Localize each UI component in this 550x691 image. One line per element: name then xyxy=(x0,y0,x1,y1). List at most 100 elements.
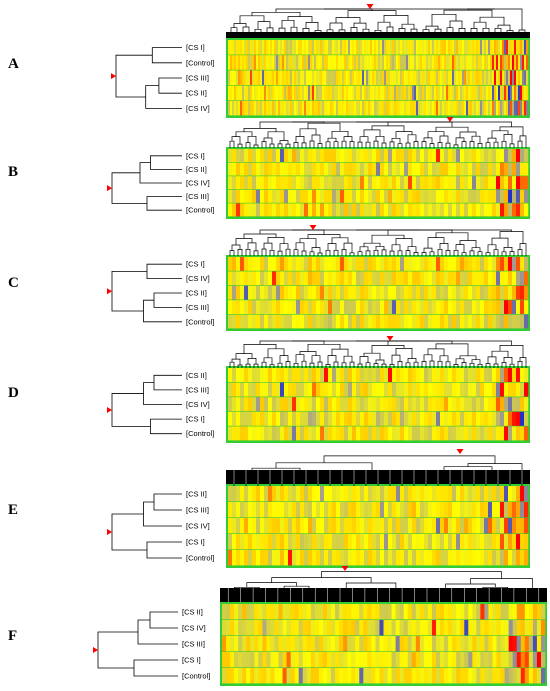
heatmap-cell xyxy=(230,85,233,101)
heatmap-cell xyxy=(363,620,368,636)
heatmap-cell xyxy=(320,100,323,116)
heatmap-cell xyxy=(431,636,437,652)
heatmap-cell xyxy=(387,668,392,684)
row-label: [CS III] xyxy=(182,640,205,649)
heatmap-cell xyxy=(384,70,387,85)
heatmap-cell xyxy=(302,55,305,70)
heatmap-cell xyxy=(468,55,471,70)
panel-letter: A xyxy=(8,56,19,72)
heatmap-cell xyxy=(292,70,295,85)
heatmap-cell xyxy=(432,502,437,518)
heatmap-cell xyxy=(244,257,249,271)
heatmap-cell xyxy=(228,382,233,397)
heatmap-cell xyxy=(256,502,261,518)
heatmap-cell xyxy=(288,189,293,203)
heatmap-cell xyxy=(254,40,257,55)
heatmap-cell xyxy=(496,397,501,412)
heatmap-cell xyxy=(460,550,465,566)
heatmap-cell xyxy=(276,70,279,85)
heatmap-cell xyxy=(370,40,373,55)
heatmap-cell xyxy=(276,550,281,566)
heatmap-cell xyxy=(310,636,316,652)
panel-a: A[CS I][Control][CS III][CS II][CS IV] xyxy=(8,4,530,118)
heatmap-cell xyxy=(458,85,461,101)
heatmap-cell xyxy=(306,70,309,85)
heatmap-cell xyxy=(436,285,441,300)
heatmap-cell xyxy=(340,397,345,412)
heatmap-cell xyxy=(308,285,313,300)
heatmap-cell xyxy=(298,55,301,70)
heatmap-cell xyxy=(450,85,453,101)
heatmap-cell xyxy=(392,70,395,85)
row-label: [CS II] xyxy=(186,490,207,499)
heatmap-cell xyxy=(484,40,487,55)
heatmap-cell xyxy=(356,40,359,55)
heatmap-cell xyxy=(508,300,513,314)
heatmap-cell xyxy=(322,85,325,101)
heatmap-cell xyxy=(262,40,265,55)
heatmap-cell xyxy=(372,70,375,85)
dendrogram-branch xyxy=(146,263,182,279)
heatmap-cell xyxy=(238,620,243,636)
heatmap-cell xyxy=(448,70,451,85)
heatmap-cell xyxy=(268,411,273,426)
heatmap-cell xyxy=(476,300,481,314)
heatmap-cell xyxy=(448,604,453,620)
heatmap-cell xyxy=(424,40,427,55)
heatmap-cell xyxy=(520,518,525,534)
heatmap-cell xyxy=(496,314,501,329)
heatmap-cell xyxy=(346,40,349,55)
heatmap-cell xyxy=(264,70,267,85)
heatmap-cell xyxy=(300,162,305,176)
heatmap-cell xyxy=(428,368,433,382)
heatmap-cell xyxy=(400,397,405,412)
heatmap-cell xyxy=(228,534,233,550)
heatmap-cell xyxy=(398,85,401,101)
heatmap-cell xyxy=(452,40,455,55)
heatmap-cell xyxy=(472,314,477,329)
heatmap-cell xyxy=(344,203,349,217)
heatmap-cell xyxy=(427,604,433,620)
heatmap-cell xyxy=(522,70,525,85)
heatmap-cell xyxy=(240,189,245,203)
heatmap-cell xyxy=(407,668,413,684)
heatmap-cell xyxy=(268,502,273,518)
heatmap-cell xyxy=(236,70,239,85)
heatmap-cell xyxy=(258,652,263,668)
dendrogram-branch xyxy=(439,355,449,362)
heatmap-cell xyxy=(492,397,497,412)
heatmap-cell xyxy=(376,502,381,518)
heatmap-cell xyxy=(482,100,485,116)
heatmap-cell xyxy=(240,55,243,70)
heatmap-cell xyxy=(407,652,413,668)
heatmap-cell xyxy=(304,162,309,176)
heatmap-cell xyxy=(376,271,381,286)
dendrogram-branch xyxy=(231,244,241,251)
heatmap-cell xyxy=(404,55,407,70)
heatmap-cell xyxy=(500,271,505,286)
heatmap-cell xyxy=(356,257,361,271)
heatmap-cell xyxy=(318,620,324,636)
row-label: [CS I] xyxy=(186,151,205,160)
heatmap-cell xyxy=(494,40,497,55)
heatmap-cell xyxy=(284,162,289,176)
heatmap-cell xyxy=(372,55,375,70)
heatmap-cell xyxy=(371,604,376,620)
heatmap-cell xyxy=(290,55,293,70)
heatmap-cell xyxy=(488,502,493,518)
heatmap-cell xyxy=(284,502,289,518)
heatmap-cell xyxy=(320,55,323,70)
heatmap-cell xyxy=(496,149,501,162)
heatmap-cell xyxy=(320,203,325,217)
heatmap-cell xyxy=(375,652,380,668)
heatmap-cell xyxy=(368,257,373,271)
heatmap-cell xyxy=(316,100,319,116)
heatmap-cell xyxy=(256,100,259,116)
heatmap-cell xyxy=(476,176,481,190)
heatmap-cell xyxy=(268,40,271,55)
heatmap-cell xyxy=(240,368,245,382)
heatmap-cell xyxy=(423,652,429,668)
heatmap-cell xyxy=(364,149,369,162)
heatmap-cell xyxy=(260,162,265,176)
heatmap-cell xyxy=(363,668,368,684)
